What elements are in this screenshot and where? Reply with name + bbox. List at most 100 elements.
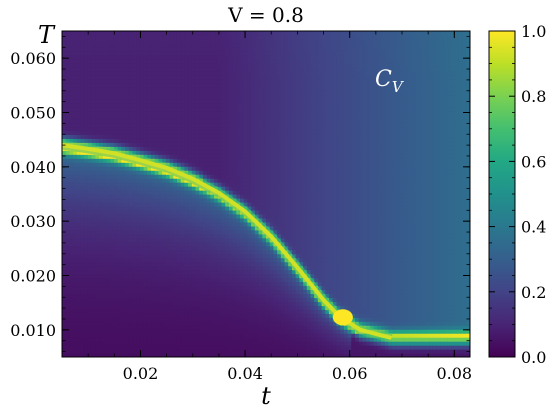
heatmap-cell <box>76 122 82 128</box>
heatmap-cell <box>210 261 215 267</box>
heatmap-cell <box>132 245 137 251</box>
heatmap-cell <box>240 301 245 306</box>
heatmap-cell <box>80 174 85 179</box>
heatmap-cell <box>62 225 67 231</box>
heatmap-cell <box>102 94 108 100</box>
heatmap-cell <box>110 194 115 199</box>
heatmap-cell <box>65 337 71 342</box>
heatmap-cell <box>258 345 263 350</box>
heatmap-cell <box>132 285 137 291</box>
heatmap-cell <box>128 194 134 199</box>
heatmap-cell <box>117 205 122 211</box>
heatmap-cell <box>173 305 178 310</box>
heatmap-cell <box>251 197 256 203</box>
heatmap-cell <box>284 194 289 199</box>
heatmap-cell <box>80 118 85 124</box>
heatmap-cell <box>228 54 234 60</box>
heatmap-cell <box>258 194 263 199</box>
heatmap-cell <box>162 74 167 80</box>
heatmap-cell <box>69 182 74 187</box>
heatmap-cell <box>195 301 200 306</box>
heatmap-cell <box>147 309 152 314</box>
heatmap-cell <box>102 130 108 135</box>
heatmap-cell <box>210 82 215 88</box>
heatmap-cell <box>154 221 160 227</box>
heatmap-cell <box>87 170 93 175</box>
heatmap-cell <box>62 265 67 271</box>
heatmap-cell <box>180 221 185 227</box>
heatmap-cell <box>236 317 241 322</box>
heatmap-cell <box>113 106 119 112</box>
heatmap-cell <box>110 217 115 223</box>
heatmap-cell <box>214 313 219 318</box>
heatmap-cell <box>165 122 171 128</box>
heatmap-cell <box>277 134 282 139</box>
heatmap-cell <box>210 154 215 159</box>
heatmap-cell <box>139 102 145 108</box>
heatmap-cell <box>128 329 134 334</box>
heatmap-cell <box>165 190 171 195</box>
heatmap-cell <box>202 297 208 302</box>
heatmap-cell <box>176 154 182 159</box>
heatmap-cell <box>236 293 241 298</box>
heatmap-cell <box>143 313 148 318</box>
heatmap-cell <box>184 253 189 259</box>
heatmap-cell <box>165 213 171 219</box>
heatmap-cell <box>217 301 223 306</box>
heatmap-cell <box>180 62 185 68</box>
heatmap-cell <box>202 229 208 235</box>
heatmap-cell <box>147 70 152 76</box>
heatmap-cell <box>199 190 204 195</box>
heatmap-cell <box>240 142 245 147</box>
heatmap-cell <box>102 297 108 302</box>
heatmap-cell <box>162 82 167 88</box>
heatmap-cell <box>162 130 167 135</box>
heatmap-cell <box>191 321 197 326</box>
heatmap-cell <box>110 241 115 247</box>
heatmap-cell <box>165 126 171 131</box>
heatmap-cell <box>225 70 230 76</box>
heatmap-cell <box>206 34 211 40</box>
heatmap-cell <box>243 349 249 354</box>
heatmap-cell <box>121 317 126 322</box>
heatmap-cell <box>106 261 111 267</box>
heatmap-cell <box>228 245 234 251</box>
heatmap-cell <box>188 110 193 116</box>
heatmap-cell <box>232 31 237 36</box>
heatmap-cell <box>228 38 234 44</box>
heatmap-cell <box>80 50 85 56</box>
heatmap-cell <box>132 194 137 199</box>
heatmap-cell <box>91 233 96 239</box>
heatmap-cell <box>210 46 215 52</box>
heatmap-cell <box>199 114 204 120</box>
heatmap-cell <box>65 277 71 283</box>
heatmap-cell <box>65 170 71 175</box>
heatmap-cell <box>110 297 115 302</box>
heatmap-cell <box>147 146 152 151</box>
heatmap-cell <box>214 86 219 92</box>
heatmap-cell <box>176 197 182 203</box>
heatmap-cell <box>169 146 174 151</box>
heatmap-cell <box>154 225 160 231</box>
heatmap-cell <box>80 269 85 275</box>
heatmap-cell <box>188 130 193 135</box>
heatmap-cell <box>99 106 104 112</box>
heatmap-cell <box>143 249 148 255</box>
heatmap-cell <box>254 134 260 139</box>
heatmap-cell <box>65 313 71 318</box>
heatmap-cell <box>188 289 193 294</box>
heatmap-cell <box>99 126 104 131</box>
heatmap-cell <box>158 98 163 104</box>
heatmap-cell <box>113 158 119 163</box>
heatmap-cell <box>240 305 245 310</box>
heatmap-cell <box>162 257 167 263</box>
heatmap-cell <box>273 50 278 56</box>
heatmap-cell <box>91 313 96 318</box>
heatmap-cell <box>210 249 215 255</box>
heatmap-cell <box>262 333 267 338</box>
heatmap-cell <box>162 174 167 179</box>
heatmap-cell <box>69 317 74 322</box>
heatmap-cell <box>69 257 74 263</box>
heatmap-cell <box>199 194 204 199</box>
heatmap-cell <box>258 209 263 215</box>
